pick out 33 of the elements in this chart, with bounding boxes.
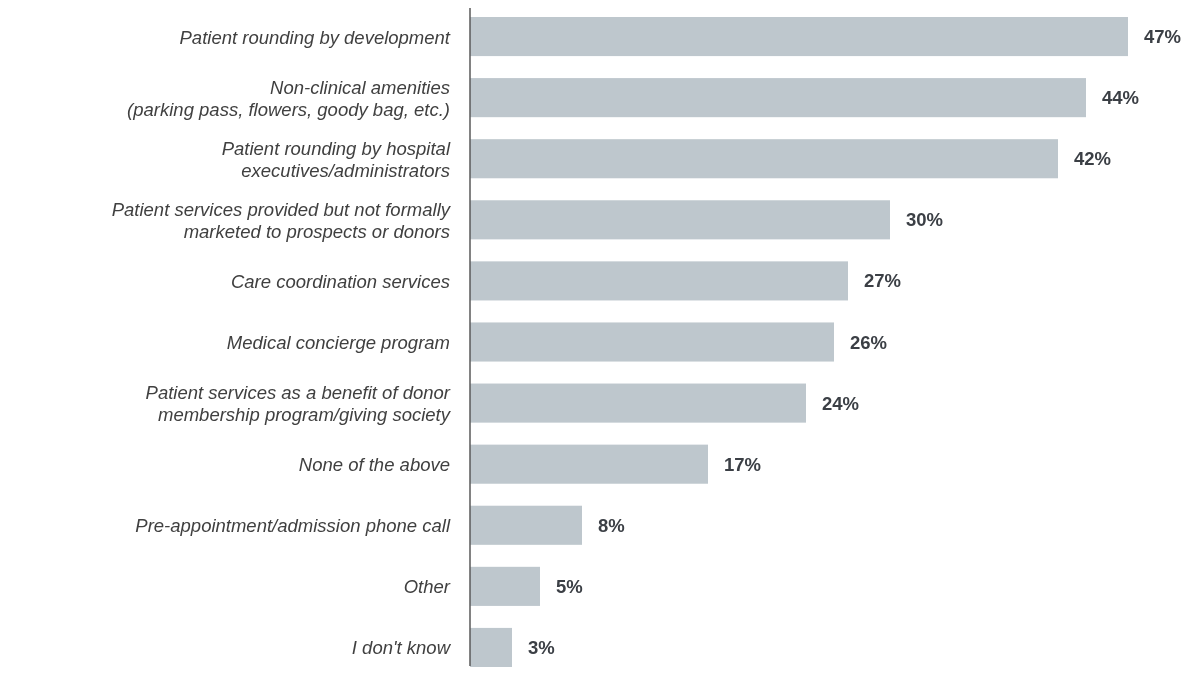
bar xyxy=(470,322,834,362)
bar xyxy=(470,78,1086,118)
data-label: 17% xyxy=(724,453,762,475)
data-label: 24% xyxy=(822,392,860,414)
data-label: 8% xyxy=(598,514,625,536)
data-label: 42% xyxy=(1074,148,1112,170)
data-label: 27% xyxy=(864,270,902,292)
data-label: 5% xyxy=(556,575,583,597)
bar xyxy=(470,261,848,301)
y-tick-label: Patient rounding by development xyxy=(179,26,451,48)
y-tick-label: Patient rounding by hospital executives/administrators xyxy=(221,137,451,181)
data-label: 44% xyxy=(1102,87,1140,109)
y-tick-label: I don't know xyxy=(351,636,452,658)
data-label: 47% xyxy=(1144,26,1182,48)
bar xyxy=(470,505,582,545)
y-tick-label: Non-clinical amenities (parking pass, flowers, goody bag, etc.) xyxy=(127,76,450,120)
y-tick-label: Care coordination services xyxy=(230,270,450,292)
data-label: 30% xyxy=(906,209,944,231)
bar xyxy=(470,200,890,240)
y-tick-label: Pre-appointment/admission phone call xyxy=(135,514,451,536)
y-tick-label: Patient services provided but not formally marketed to prospects or donors xyxy=(111,198,452,242)
bar xyxy=(470,566,540,606)
y-tick-label: Other xyxy=(403,575,451,597)
bar xyxy=(470,139,1058,179)
y-tick-label: Medical concierge program xyxy=(226,331,450,353)
bar xyxy=(470,383,806,423)
data-label: 26% xyxy=(850,331,888,353)
bar xyxy=(470,17,1128,57)
bar xyxy=(470,444,708,484)
y-tick-label: Patient services as a benefit of donor membership program/giving society xyxy=(145,381,452,425)
data-label: 3% xyxy=(528,636,555,658)
y-tick-label: None of the above xyxy=(298,453,450,475)
bar xyxy=(470,627,512,667)
